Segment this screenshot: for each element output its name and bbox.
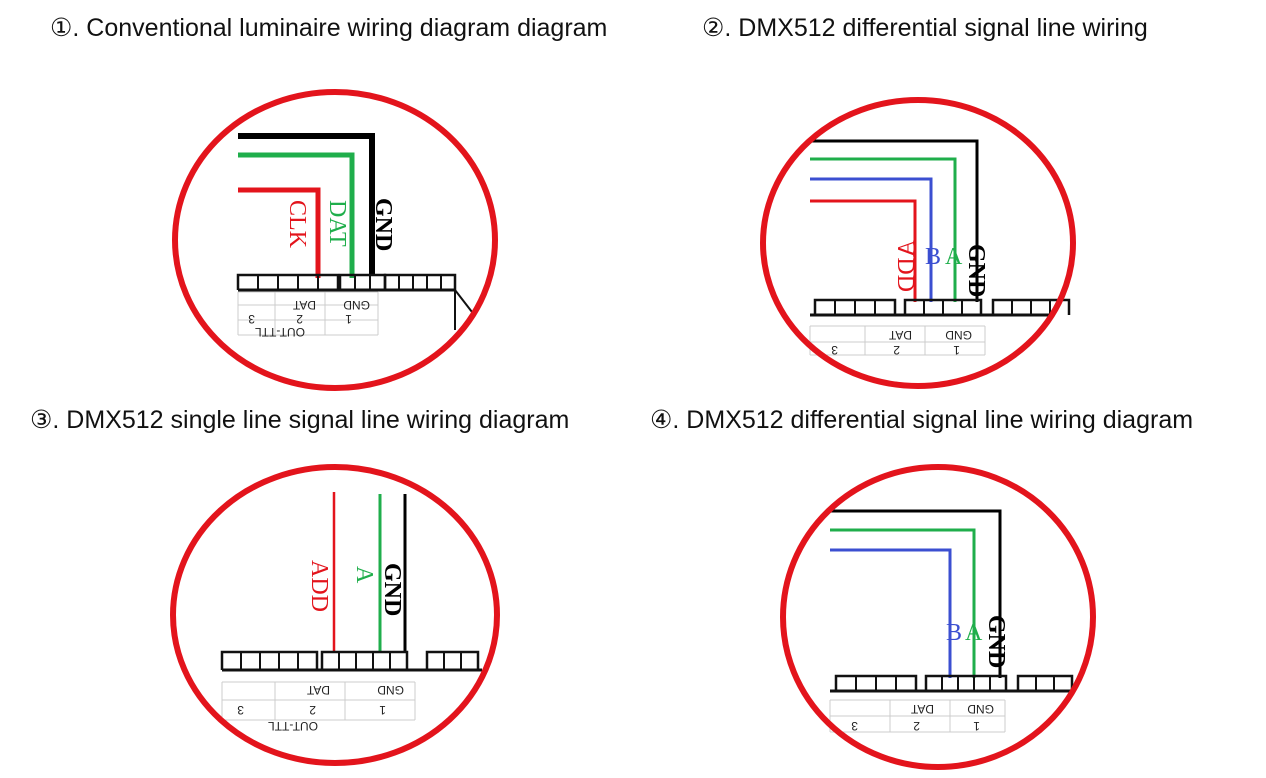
- table-3: GND DAT 1 2 3 OUT-TTL: [237, 683, 404, 733]
- table-footer: OUT-TTL: [268, 719, 318, 733]
- table-header-dat: DAT: [910, 702, 934, 716]
- table-num-3: 3: [831, 343, 838, 357]
- label-gnd: GND: [963, 244, 989, 297]
- label-gnd: GND: [379, 563, 405, 616]
- table-4: GND DAT 1 2 3: [851, 702, 994, 733]
- table-2: GND DAT 1 2 3: [831, 328, 972, 357]
- wire: [238, 133, 375, 276]
- diagram-1: [172, 89, 498, 391]
- wire: [810, 177, 933, 302]
- table-num-2: 2: [309, 703, 316, 717]
- label-a: A: [965, 620, 983, 646]
- table-num-3: 3: [237, 703, 244, 717]
- label-add: ADD: [894, 240, 920, 292]
- label-b: B: [925, 244, 941, 270]
- table-header-gnd: GND: [945, 328, 972, 342]
- terminal-block: [220, 650, 319, 670]
- diagram-4: [780, 464, 1096, 770]
- diagram-3: [170, 464, 500, 766]
- label-a: A: [945, 244, 963, 270]
- table-num-1: 1: [973, 719, 980, 733]
- terminal-block: [338, 273, 387, 290]
- wire: [830, 548, 952, 678]
- title-diagram-3: ③. DMX512 single line signal line wiring…: [30, 406, 570, 434]
- table-num-1: 1: [345, 312, 352, 326]
- terminal-block: [236, 273, 340, 290]
- title-diagram-1: ①. Conventional luminaire wiring diagram…: [50, 14, 608, 42]
- title-diagram-4: ④. DMX512 differential signal line wirin…: [650, 406, 1194, 434]
- table-num-3: 3: [248, 312, 255, 326]
- wire: [810, 199, 917, 302]
- red-circle: [780, 464, 1096, 770]
- label-b: B: [946, 620, 962, 646]
- table-header-dat: DAT: [306, 683, 330, 697]
- wire: [830, 509, 1002, 678]
- terminal-block: [320, 650, 409, 670]
- board-edge: [454, 289, 473, 313]
- table-header-gnd: GND: [377, 683, 404, 697]
- table-header-dat: DAT: [292, 298, 316, 312]
- label-gnd: GND: [983, 615, 1009, 668]
- table-num-2: 2: [893, 343, 900, 357]
- label-a: A: [351, 566, 377, 584]
- table-footer: OUT-TTL: [255, 325, 305, 339]
- red-circle: [170, 464, 500, 766]
- label-gnd: GND: [370, 198, 396, 251]
- terminal-block: [924, 674, 1008, 691]
- title-diagram-2: ②. DMX512 differential signal line wirin…: [702, 14, 1148, 42]
- wire: [810, 139, 979, 302]
- table-header-gnd: GND: [967, 702, 994, 716]
- table-num-1: 1: [953, 343, 960, 357]
- table-num-2: 2: [913, 719, 920, 733]
- wire: [830, 528, 976, 678]
- label-add: ADD: [306, 560, 332, 612]
- table-header-dat: DAT: [888, 328, 912, 342]
- red-circle: [172, 89, 498, 391]
- table-num-1: 1: [379, 703, 386, 717]
- diagram-2: [760, 97, 1076, 389]
- wire: [238, 187, 321, 278]
- label-dat: DAT: [324, 200, 350, 247]
- terminal-block: [383, 273, 457, 290]
- table-num-2: 2: [296, 312, 303, 326]
- terminal-block: [1016, 674, 1074, 691]
- table-num-3: 3: [851, 719, 858, 733]
- red-circle: [760, 97, 1076, 389]
- terminal-block: [425, 650, 480, 670]
- wire: [810, 157, 957, 302]
- wire: [238, 152, 355, 278]
- label-clk: CLK: [284, 200, 310, 249]
- table-header-gnd: GND: [343, 298, 370, 312]
- table-1: GND DAT 1 2 3 OUT-TTL: [248, 298, 370, 339]
